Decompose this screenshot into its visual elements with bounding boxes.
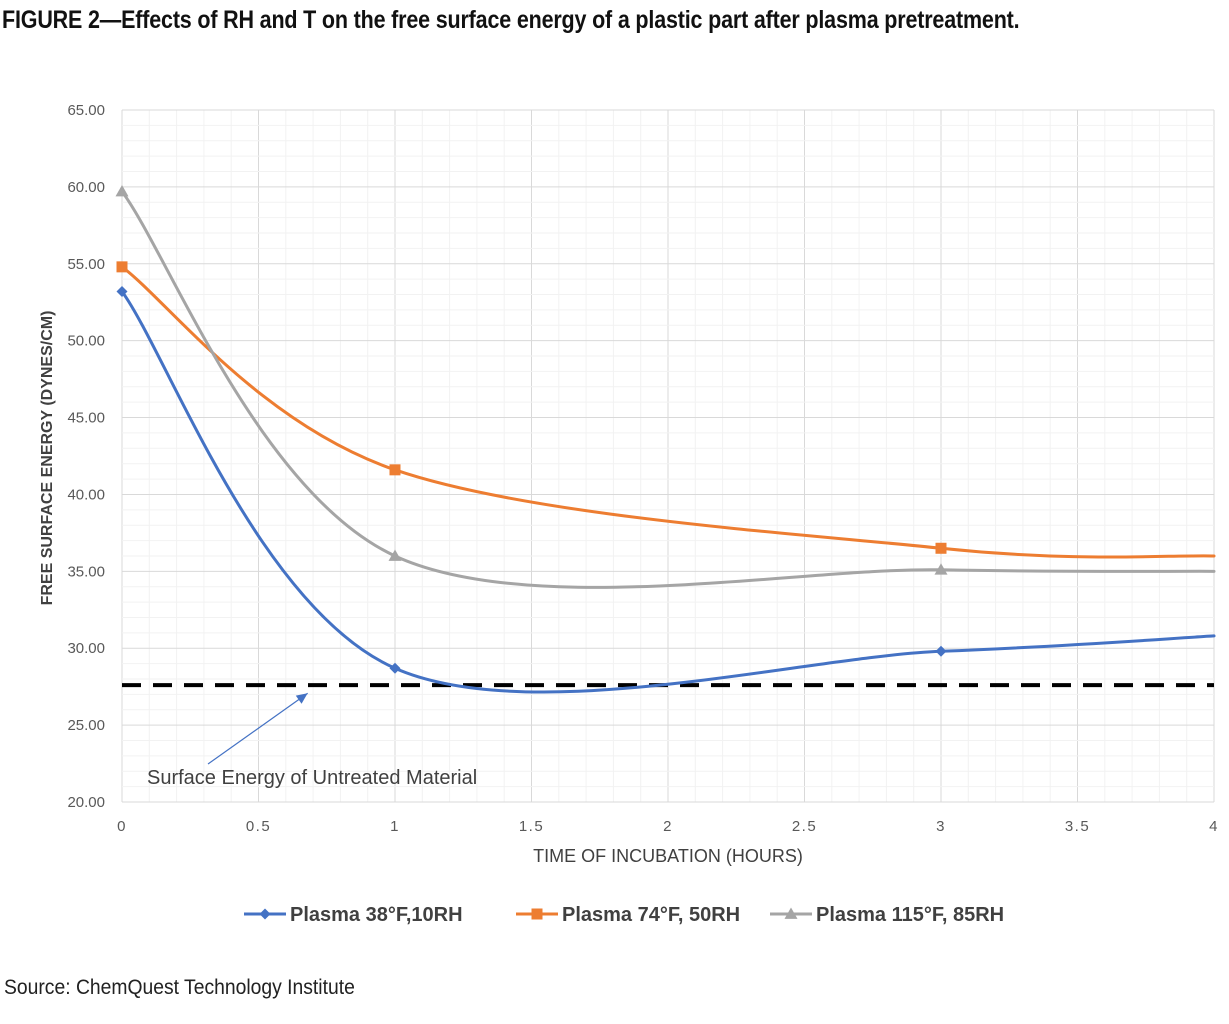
grid [121, 109, 1215, 803]
series-line-square [120, 265, 1216, 559]
data-point-triangle [388, 549, 402, 561]
data-point-triangle [115, 185, 129, 197]
x-tick-label: 1.5 [519, 818, 544, 835]
x-tick-label: 1 [390, 818, 400, 835]
y-tick-label: 25.00 [67, 717, 105, 734]
legend-label: Plasma 38°F,10RH [290, 904, 463, 926]
data-point-triangle [934, 563, 948, 575]
figure-title: FIGURE 2—Effects of RH and T on the free… [2, 6, 1020, 34]
y-tick-label: 65.00 [67, 102, 105, 119]
legend-marker [531, 908, 543, 920]
y-axis-ticks: 20.00 25.00 30.00 35.00 40.00 45.00 50.00 55.00… [67, 102, 105, 811]
x-axis-label: TIME OF INCUBATION (HOURS) [533, 846, 803, 866]
y-tick-label: 60.00 [67, 179, 105, 196]
series-line-diamond [120, 289, 1216, 694]
legend-marker [259, 908, 271, 920]
annotation-arrow [207, 692, 308, 765]
legend-label: Plasma 115°F, 85RH [816, 904, 1004, 926]
data-point-diamond [389, 662, 401, 674]
x-axis-ticks: 0 0.5 1 1.5 2 2.5 3 3.5 4 [117, 818, 1219, 835]
x-tick-label: 0.5 [246, 818, 271, 835]
annotation-arrowhead [295, 693, 308, 704]
y-axis-label: FREE SURFACE ENERGY (DYNES/CM) [39, 311, 56, 606]
data-point-diamond [116, 285, 128, 297]
y-tick-label: 55.00 [67, 256, 105, 273]
annotation: Surface Energy of Untreated Material [147, 692, 477, 789]
y-tick-label: 45.00 [67, 410, 105, 427]
series-lines [115, 185, 1216, 694]
legend-marker [784, 907, 798, 919]
series-line-triangle [120, 190, 1216, 589]
x-tick-label: 2 [663, 818, 673, 835]
x-tick-label: 2.5 [792, 818, 817, 835]
data-point-diamond [935, 645, 947, 657]
data-point-square [116, 261, 128, 273]
data-point-square [389, 464, 401, 476]
data-point-square [935, 542, 947, 554]
legend: Plasma 38°F,10RH Plasma 74°F, 50RH Plasma … [244, 904, 1004, 926]
annotation-label: Surface Energy of Untreated Material [147, 767, 477, 789]
x-tick-label: 0 [117, 818, 127, 835]
x-tick-label: 4 [1209, 818, 1219, 835]
y-tick-label: 40.00 [67, 486, 105, 503]
y-tick-label: 35.00 [67, 563, 105, 580]
y-tick-label: 20.00 [67, 794, 105, 811]
y-tick-label: 50.00 [67, 333, 105, 350]
x-tick-label: 3.5 [1065, 818, 1090, 835]
y-tick-label: 30.00 [67, 640, 105, 657]
legend-label: Plasma 74°F, 50RH [562, 904, 740, 926]
source-note: Source: ChemQuest Technology Institute [4, 976, 355, 999]
x-tick-label: 3 [936, 818, 946, 835]
